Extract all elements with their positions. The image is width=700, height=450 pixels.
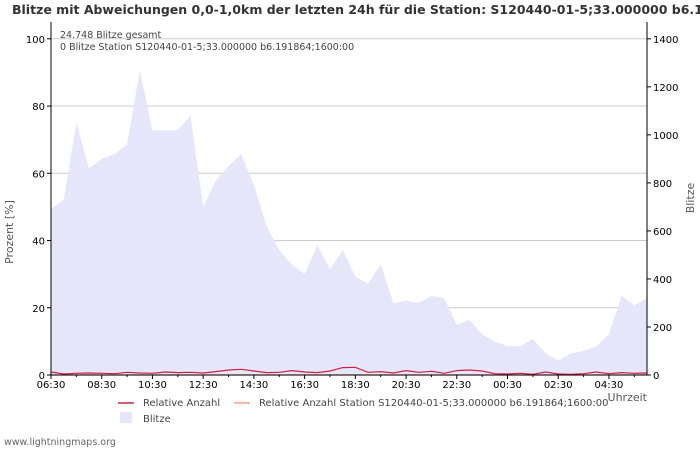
chart-title: Blitze mit Abweichungen 0,0-1,0km der le… xyxy=(12,2,700,17)
legend-label-relative: Relative Anzahl xyxy=(143,398,220,409)
right-tick-label: 800 xyxy=(653,179,672,190)
x-tick-label: 02:30 xyxy=(544,380,573,391)
legend-label-blitze: Blitze xyxy=(143,414,171,425)
y-axis-left-label: Prozent [%] xyxy=(3,200,16,264)
x-tick-label: 00:30 xyxy=(493,380,522,391)
right-tick-label: 1200 xyxy=(653,83,678,94)
x-tick-label: 08:30 xyxy=(87,380,116,391)
right-tick-label: 400 xyxy=(653,275,672,286)
x-tick-label: 22:30 xyxy=(442,380,471,391)
left-tick-label: 0 xyxy=(39,371,45,382)
right-y-ticks: 0 200 400 600 800 1000 1200 1400 xyxy=(647,35,678,382)
legend-label-relative-station: Relative Anzahl Station S120440-01-5;33.… xyxy=(259,398,609,409)
right-tick-label: 0 xyxy=(653,371,659,382)
x-tick-label: 10:30 xyxy=(138,380,167,391)
x-tick-label: 20:30 xyxy=(392,380,421,391)
x-axis-label: Uhrzeit xyxy=(608,391,648,404)
blitze-area xyxy=(51,70,647,375)
left-tick-label: 100 xyxy=(26,35,45,46)
left-y-ticks: 0 20 40 60 80 100 xyxy=(26,35,51,382)
station-strikes-text: 0 Blitze Station S120440-01-5;33.000000 … xyxy=(60,42,354,53)
left-tick-label: 40 xyxy=(32,237,45,248)
axes xyxy=(50,22,648,376)
total-strikes-text: 24.748 Blitze gesamt xyxy=(60,30,162,41)
right-tick-label: 600 xyxy=(653,227,672,238)
left-tick-label: 80 xyxy=(32,102,45,113)
y-axis-right-label: Blitze xyxy=(684,183,697,214)
footer-attribution: www.lightningmaps.org xyxy=(4,437,116,448)
right-tick-label: 1400 xyxy=(653,35,678,46)
x-tick-label: 12:30 xyxy=(189,380,218,391)
x-tick-label: 06:30 xyxy=(37,380,66,391)
left-tick-label: 20 xyxy=(32,304,45,315)
x-ticks: 06:30 08:30 10:30 12:30 14:30 16:30 18:30 20:30… xyxy=(37,375,635,391)
right-tick-label: 1000 xyxy=(653,131,678,142)
x-tick-label: 16:30 xyxy=(290,380,319,391)
legend: Relative Anzahl Relative Anzahl Station … xyxy=(118,398,609,425)
relative-count-line xyxy=(50,366,648,375)
legend-swatch-blitze xyxy=(120,412,132,423)
x-tick-label: 04:30 xyxy=(595,380,624,391)
left-tick-label: 60 xyxy=(32,169,45,180)
right-tick-label: 200 xyxy=(653,323,672,334)
area-layer xyxy=(51,70,647,375)
x-tick-label: 18:30 xyxy=(341,380,370,391)
x-tick-label: 14:30 xyxy=(239,380,268,391)
